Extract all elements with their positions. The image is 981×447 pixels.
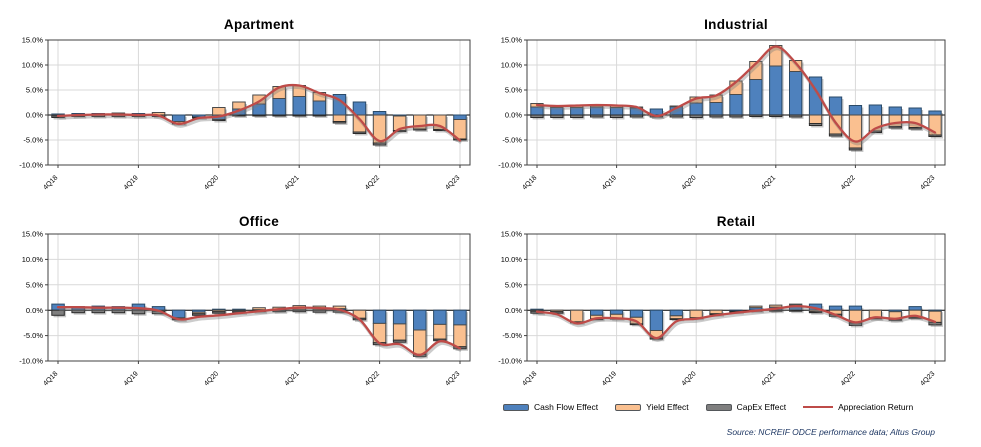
chart-legend: Cash Flow Effect Yield Effect CapEx Effe… xyxy=(503,402,913,412)
svg-text:4Q21: 4Q21 xyxy=(284,174,301,191)
svg-text:10.0%: 10.0% xyxy=(22,255,44,264)
svg-text:4Q18: 4Q18 xyxy=(42,370,59,387)
svg-text:-10.0%: -10.0% xyxy=(19,357,43,366)
svg-text:4Q21: 4Q21 xyxy=(760,174,777,191)
svg-text:4Q19: 4Q19 xyxy=(123,174,140,191)
svg-text:5.0%: 5.0% xyxy=(505,86,522,95)
svg-text:-10.0%: -10.0% xyxy=(498,357,522,366)
svg-text:4Q23: 4Q23 xyxy=(444,370,461,387)
svg-text:4Q18: 4Q18 xyxy=(521,370,538,387)
svg-text:4Q22: 4Q22 xyxy=(364,174,381,191)
svg-text:10.0%: 10.0% xyxy=(501,61,523,70)
chart-industrial: Industrial 15.0% 10.0% 5.0% 0.0% -5.0% -10.0%… xyxy=(490,0,981,200)
svg-text:-5.0%: -5.0% xyxy=(23,136,43,145)
svg-text:10.0%: 10.0% xyxy=(22,61,44,70)
svg-text:4Q23: 4Q23 xyxy=(444,174,461,191)
chart-plot-office: 15.0% 10.0% 5.0% 0.0% -5.0% -10.0% 4Q18 4Q19 4Q2… xyxy=(19,230,471,388)
svg-text:4Q21: 4Q21 xyxy=(760,370,777,387)
svg-text:0.0%: 0.0% xyxy=(26,306,43,315)
svg-text:5.0%: 5.0% xyxy=(26,86,43,95)
svg-text:-10.0%: -10.0% xyxy=(19,161,43,170)
svg-text:4Q18: 4Q18 xyxy=(521,174,538,191)
chart-title-retail: Retail xyxy=(716,214,756,229)
chart-plot-apartment: 15.0% 10.0% 5.0% 0.0% -5.0% -10.0% 4Q18 4Q19 4Q2… xyxy=(19,36,471,192)
svg-text:0.0%: 0.0% xyxy=(26,111,43,120)
svg-text:4Q20: 4Q20 xyxy=(203,370,220,387)
chart-plot-industrial: 15.0% 10.0% 5.0% 0.0% -5.0% -10.0% 4Q18 4Q19 4Q2… xyxy=(498,36,946,192)
svg-text:4Q23: 4Q23 xyxy=(919,174,936,191)
svg-text:4Q19: 4Q19 xyxy=(601,174,618,191)
chart-title-office: Office xyxy=(238,214,280,229)
svg-text:4Q20: 4Q20 xyxy=(681,370,698,387)
appreciation-line-swatch-icon xyxy=(803,405,834,409)
legend-item-appreciation: Appreciation Return xyxy=(803,402,913,412)
svg-text:5.0%: 5.0% xyxy=(26,280,43,289)
chart-office: Office 15.0% 10.0% 5.0% 0.0% -5.0% -10.0% 4Q18… xyxy=(0,210,490,395)
svg-text:15.0%: 15.0% xyxy=(22,230,44,239)
legend-item-capex: CapEx Effect xyxy=(705,402,787,412)
legend-item-cash-flow: Cash Flow Effect xyxy=(503,402,598,412)
svg-text:10.0%: 10.0% xyxy=(501,255,523,264)
chart-title-industrial: Industrial xyxy=(704,17,768,32)
legend-label: Yield Effect xyxy=(646,402,689,412)
svg-text:5.0%: 5.0% xyxy=(505,280,522,289)
capex-swatch-icon xyxy=(705,403,732,411)
legend-label: Cash Flow Effect xyxy=(534,402,599,412)
svg-text:4Q19: 4Q19 xyxy=(123,370,140,387)
svg-text:15.0%: 15.0% xyxy=(501,230,523,239)
svg-text:-5.0%: -5.0% xyxy=(502,331,522,340)
svg-text:-10.0%: -10.0% xyxy=(498,161,522,170)
legend-item-yield: Yield Effect xyxy=(615,402,689,412)
svg-text:4Q20: 4Q20 xyxy=(681,174,698,191)
svg-text:15.0%: 15.0% xyxy=(22,36,44,45)
legend-label: CapEx Effect xyxy=(736,402,787,412)
svg-text:-5.0%: -5.0% xyxy=(502,136,522,145)
svg-text:4Q22: 4Q22 xyxy=(840,370,857,387)
chart-retail: Retail 15.0% 10.0% 5.0% 0.0% -5.0% -10.0% 4Q18… xyxy=(490,210,981,395)
svg-text:4Q22: 4Q22 xyxy=(840,174,857,191)
yield-swatch-icon xyxy=(615,403,642,411)
svg-text:0.0%: 0.0% xyxy=(505,111,522,120)
legend-label: Appreciation Return xyxy=(838,402,914,412)
source-note: Source: NCREIF ODCE performance data; Al… xyxy=(726,427,935,437)
svg-text:-5.0%: -5.0% xyxy=(23,331,43,340)
svg-text:4Q18: 4Q18 xyxy=(42,174,59,191)
svg-text:4Q21: 4Q21 xyxy=(284,370,301,387)
svg-text:4Q23: 4Q23 xyxy=(919,370,936,387)
svg-text:4Q20: 4Q20 xyxy=(203,174,220,191)
cash-flow-swatch-icon xyxy=(503,403,529,411)
svg-text:4Q22: 4Q22 xyxy=(364,370,381,387)
svg-text:15.0%: 15.0% xyxy=(501,36,523,45)
chart-apartment: Apartment 15.0% 10.0% 5.0% 0.0% -5.0% -10.0% 4… xyxy=(0,0,490,200)
chart-title-apartment: Apartment xyxy=(223,17,295,32)
svg-text:4Q19: 4Q19 xyxy=(601,370,618,387)
chart-plot-retail: 15.0% 10.0% 5.0% 0.0% -5.0% -10.0% 4Q18 4Q19 4Q2… xyxy=(498,230,946,388)
svg-text:0.0%: 0.0% xyxy=(505,306,522,315)
